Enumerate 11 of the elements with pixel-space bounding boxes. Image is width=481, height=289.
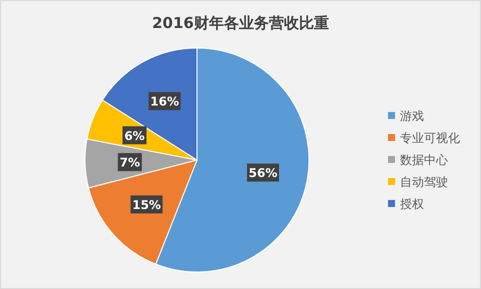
data-label: 15% (132, 198, 161, 212)
legend-label: 授权 (400, 197, 424, 211)
data-label: 6% (124, 128, 145, 143)
data-label: 7% (120, 156, 140, 170)
data-label: 56% (248, 166, 278, 180)
data-label: 16% (150, 94, 179, 109)
legend-label: 专业可视化 (400, 131, 460, 145)
legend-label: 数据中心 (400, 153, 448, 167)
legend-label: 自动驾驶 (400, 175, 448, 189)
chart-title: 2016财年各业务营收比重 (152, 14, 329, 32)
legend-label: 游戏 (400, 109, 424, 123)
